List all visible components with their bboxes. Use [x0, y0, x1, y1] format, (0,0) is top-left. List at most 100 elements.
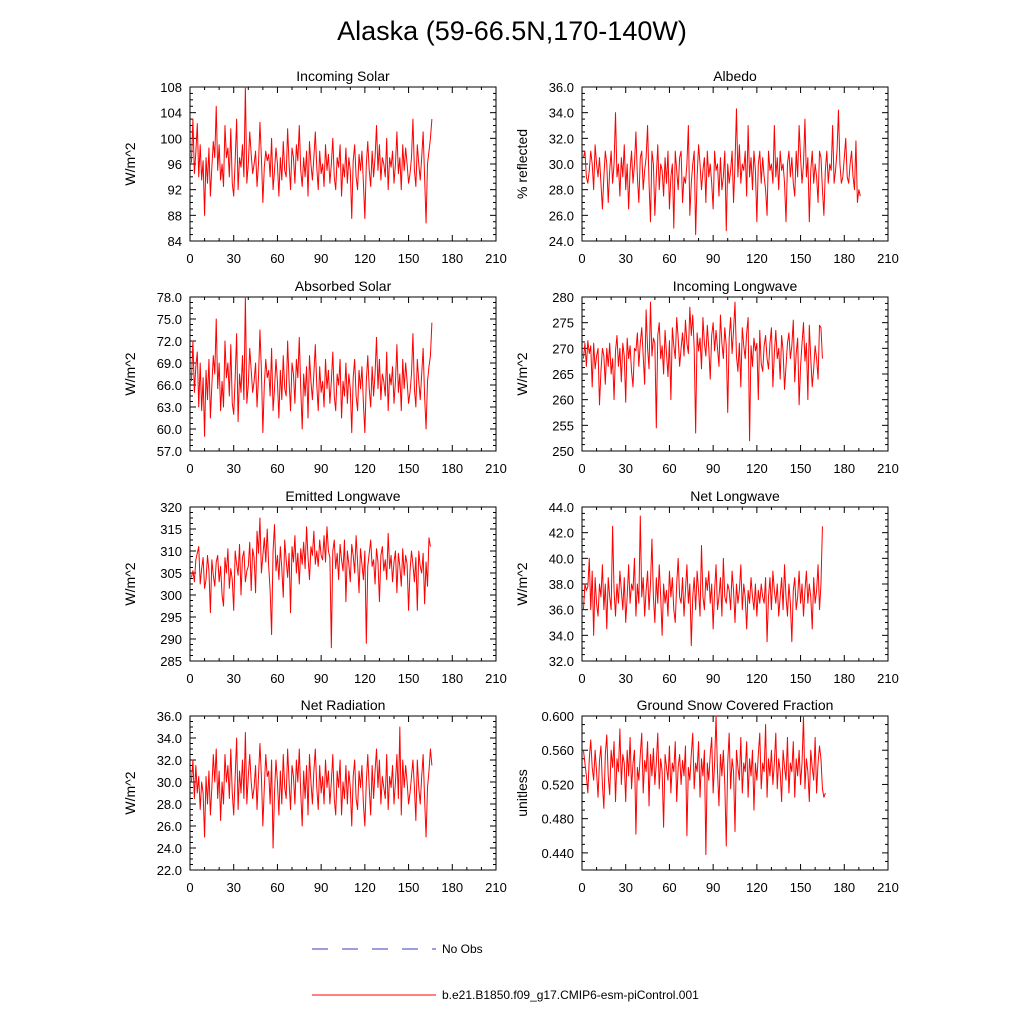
y-tick-label: 0.480 [541, 812, 574, 827]
y-tick-label: 36.0 [157, 709, 182, 724]
series-line [190, 296, 433, 437]
y-tick-label: 305 [160, 566, 182, 581]
y-tick-label: 24.0 [157, 841, 182, 856]
x-tick-label: 0 [578, 880, 585, 895]
y-tick-label: 295 [160, 610, 182, 625]
y-tick-label: 42.0 [549, 526, 574, 541]
x-tick-label: 30 [226, 251, 240, 266]
x-tick-label: 0 [578, 251, 585, 266]
x-tick-label: 150 [790, 671, 812, 686]
plot-frame [581, 715, 889, 871]
y-tick-label: 34.0 [549, 106, 574, 121]
figure-title: Alaska (59-66.5N,170-140W) [337, 16, 687, 46]
y-tick-label: 66.0 [157, 378, 182, 393]
panels: Incoming Solar W/m^2 0 30 60 90 120 150 180 210 84… [122, 68, 899, 895]
y-tick-label: 275 [552, 316, 574, 331]
y-tick-label: 57.0 [157, 444, 182, 459]
y-tick-label: 28.0 [157, 797, 182, 812]
series-line [582, 715, 826, 856]
x-tick-label: 60 [270, 461, 284, 476]
y-tick-label: 28.0 [549, 183, 574, 198]
y-tick-label: 36.0 [549, 80, 574, 95]
plot-frame [189, 296, 497, 452]
panel-title: Absorbed Solar [295, 278, 392, 294]
y-tick-label: 38.0 [549, 577, 574, 592]
panel-title: Net Radiation [301, 697, 386, 713]
x-tick-label: 180 [833, 671, 855, 686]
x-tick-label: 90 [706, 671, 720, 686]
y-tick-label: 34.0 [549, 628, 574, 643]
x-tick-label: 60 [270, 671, 284, 686]
x-tick-label: 210 [485, 880, 507, 895]
panel-title: Net Longwave [690, 488, 780, 504]
x-tick-label: 120 [354, 461, 376, 476]
y-tick-label: 270 [552, 341, 574, 356]
y-tick-label: 60.0 [157, 422, 182, 437]
y-tick-label: 44.0 [549, 500, 574, 515]
x-tick-label: 180 [441, 671, 463, 686]
x-tick-label: 0 [578, 671, 585, 686]
y-tick-label: 22.0 [157, 863, 182, 878]
x-tick-label: 30 [618, 251, 632, 266]
y-tick-label: 265 [552, 367, 574, 382]
series-line [582, 108, 861, 236]
y-tick-label: 260 [552, 393, 574, 408]
panel-title: Albedo [713, 68, 757, 84]
y-tick-label: 320 [160, 500, 182, 515]
y-tick-label: 280 [552, 290, 574, 305]
x-tick-label: 90 [706, 251, 720, 266]
series-line [190, 86, 433, 224]
y-tick-label: 63.0 [157, 400, 182, 415]
x-tick-label: 120 [746, 251, 768, 266]
y-tick-label: 69.0 [157, 356, 182, 371]
panel-2: Albedo % reflected 0 30 60 90 120 150 180 210 24.0… [514, 68, 899, 266]
x-tick-label: 150 [398, 671, 420, 686]
y-tick-label: 0.560 [541, 743, 574, 758]
y-tick-label: 0.600 [541, 709, 574, 724]
x-tick-label: 90 [314, 880, 328, 895]
x-tick-label: 0 [186, 461, 193, 476]
y-tick-label: 96 [168, 157, 182, 172]
y-axis-label: W/m^2 [514, 562, 530, 605]
panel-title: Incoming Longwave [673, 278, 798, 294]
y-tick-label: 255 [552, 418, 574, 433]
x-tick-label: 90 [314, 671, 328, 686]
y-tick-label: 300 [160, 588, 182, 603]
x-tick-label: 0 [578, 461, 585, 476]
y-tick-label: 108 [160, 80, 182, 95]
x-tick-label: 30 [226, 671, 240, 686]
x-tick-label: 60 [270, 880, 284, 895]
y-axis-label: W/m^2 [122, 562, 138, 605]
x-tick-label: 150 [790, 461, 812, 476]
x-tick-label: 120 [354, 251, 376, 266]
y-tick-label: 24.0 [549, 234, 574, 249]
y-tick-label: 32.0 [549, 654, 574, 669]
x-tick-label: 180 [441, 880, 463, 895]
panel-1: Incoming Solar W/m^2 0 30 60 90 120 150 180 210 84… [122, 68, 507, 266]
y-tick-label: 32.0 [157, 753, 182, 768]
x-tick-label: 60 [662, 880, 676, 895]
x-tick-label: 150 [398, 880, 420, 895]
x-tick-label: 210 [485, 251, 507, 266]
y-tick-label: 310 [160, 544, 182, 559]
y-tick-label: 78.0 [157, 290, 182, 305]
series-line [190, 517, 431, 649]
x-tick-label: 180 [833, 251, 855, 266]
x-tick-label: 90 [314, 461, 328, 476]
x-tick-label: 60 [662, 461, 676, 476]
y-tick-label: 84 [168, 234, 182, 249]
panel-7: Net Radiation W/m^2 0 30 60 90 120 150 180 210 22.… [122, 697, 507, 895]
y-tick-label: 92 [168, 183, 182, 198]
y-tick-label: 290 [160, 632, 182, 647]
panel-6: Net Longwave W/m^2 0 30 60 90 120 150 180 210 32.0… [514, 488, 899, 686]
y-tick-label: 72.0 [157, 334, 182, 349]
x-tick-label: 150 [398, 251, 420, 266]
y-tick-label: 0.440 [541, 846, 574, 861]
legend-obs-label: No Obs [442, 942, 483, 956]
panel-4: Incoming Longwave W/m^2 0 30 60 90 120 150 180 21… [514, 278, 899, 476]
y-axis-label: unitless [514, 769, 530, 816]
x-tick-label: 210 [877, 461, 899, 476]
y-tick-label: 32.0 [549, 131, 574, 146]
y-tick-label: 100 [160, 131, 182, 146]
x-tick-label: 0 [186, 251, 193, 266]
